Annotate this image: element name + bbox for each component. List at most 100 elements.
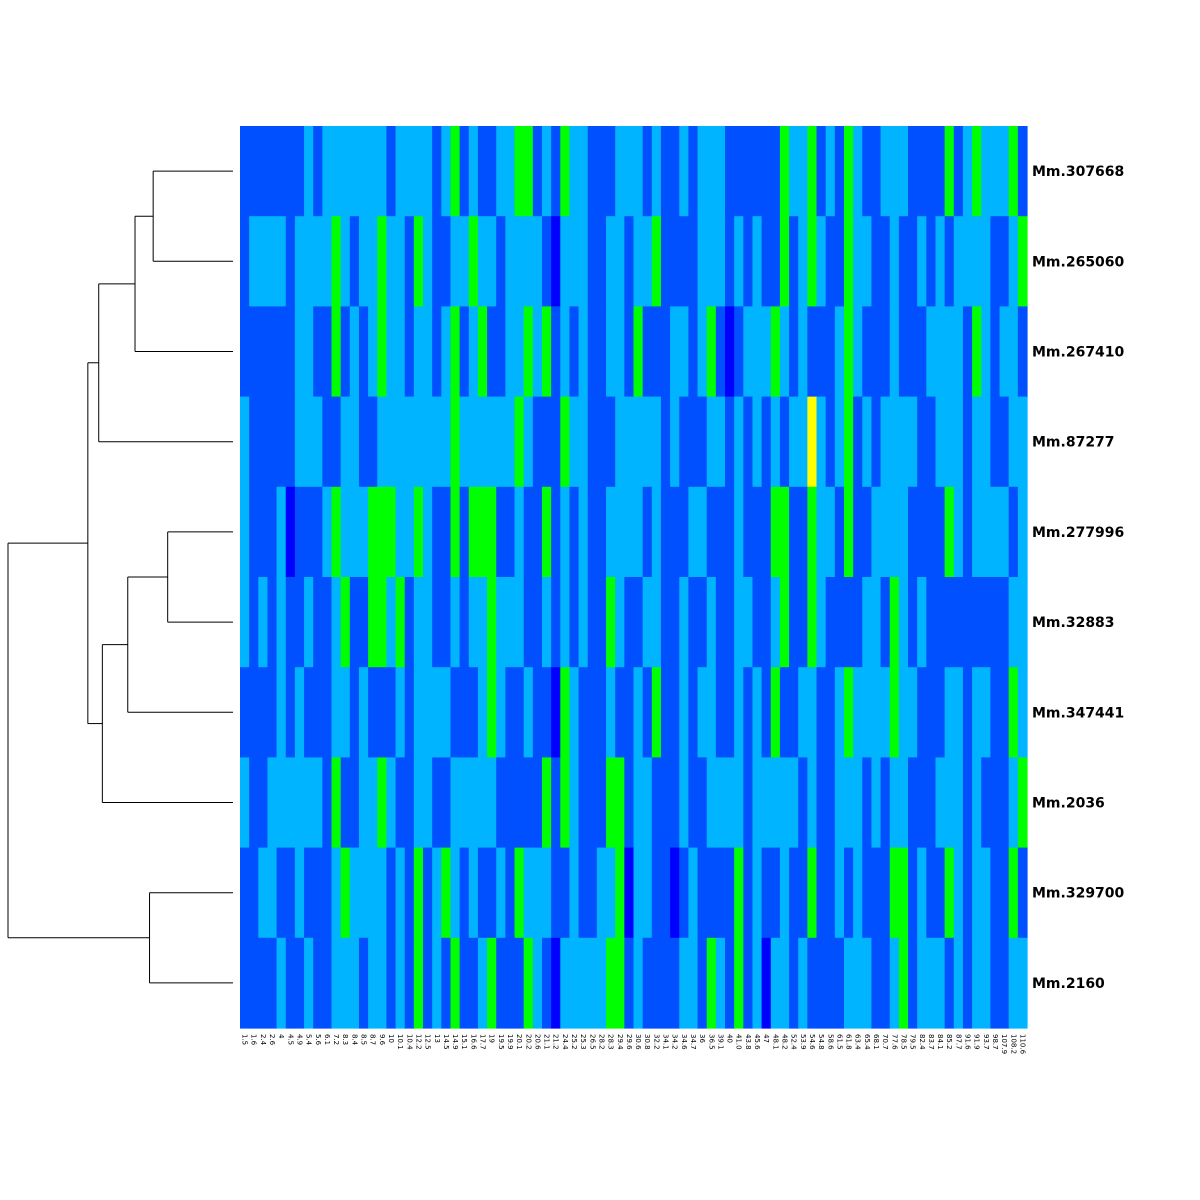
heatmap-cell	[477, 396, 488, 488]
heatmap-cell	[249, 306, 259, 398]
heatmap-cell	[688, 216, 699, 307]
heatmap-cell	[1008, 396, 1019, 488]
heatmap-cell	[276, 757, 287, 849]
heatmap-cell	[377, 306, 388, 398]
heatmap-cell	[276, 216, 287, 307]
heatmap-cell	[523, 937, 534, 1029]
heatmap-cell	[944, 306, 955, 398]
heatmap-cell	[926, 486, 937, 578]
heatmap-cell	[862, 486, 873, 578]
heatmap-cell	[752, 216, 763, 307]
heatmap-cell	[560, 757, 571, 849]
heatmap-cell	[990, 216, 1001, 307]
heatmap-cell	[578, 577, 589, 668]
heatmap-cell	[917, 486, 927, 578]
column-label: 8.7	[369, 1034, 377, 1045]
column-label: 39.1	[716, 1034, 724, 1050]
heatmap-cell	[880, 847, 891, 939]
heatmap-cell	[770, 486, 781, 578]
heatmap-cell	[285, 757, 296, 849]
heatmap-cell	[413, 577, 424, 668]
heatmap-cell	[688, 757, 699, 849]
heatmap-cell	[368, 577, 378, 668]
heatmap-cell	[651, 667, 662, 758]
column-label: 47	[762, 1034, 770, 1043]
heatmap-cell	[368, 667, 378, 758]
heatmap-cell	[679, 577, 690, 668]
heatmap-cell	[807, 937, 818, 1029]
heatmap-cell	[258, 126, 269, 217]
heatmap-cell	[615, 396, 625, 488]
heatmap-cell	[972, 396, 982, 488]
heatmap-cell	[441, 757, 452, 849]
heatmap-cell	[349, 486, 360, 578]
heatmap-cell	[294, 216, 305, 307]
heatmap-cell	[569, 216, 580, 307]
column-label: 98.7	[991, 1034, 999, 1050]
heatmap-cell	[633, 486, 644, 578]
heatmap-cell	[551, 757, 561, 849]
heatmap-cell	[514, 847, 525, 939]
heatmap-cell	[862, 937, 873, 1029]
heatmap-cell	[551, 667, 561, 758]
heatmap-cell	[926, 667, 937, 758]
heatmap-cell	[304, 126, 314, 217]
heatmap-cell	[624, 486, 635, 578]
heatmap-cell	[331, 486, 342, 578]
heatmap-cell	[807, 757, 818, 849]
heatmap-cell	[715, 667, 726, 758]
heatmap-cell	[313, 757, 323, 849]
heatmap-cell	[322, 396, 333, 488]
heatmap-cell	[413, 216, 424, 307]
heatmap-cell	[917, 396, 927, 488]
heatmap-cell	[679, 126, 690, 217]
heatmap-cell	[587, 486, 598, 578]
heatmap-cell	[587, 847, 598, 939]
heatmap-cell	[761, 667, 772, 758]
heatmap-cell	[514, 667, 525, 758]
heatmap-cell	[779, 847, 790, 939]
heatmap-cell	[459, 216, 470, 307]
heatmap-cell	[413, 667, 424, 758]
column-label: 48.2	[780, 1034, 788, 1050]
heatmap-cell	[459, 126, 470, 217]
row-label: Mm.347441	[1032, 705, 1124, 721]
heatmap-cell	[313, 126, 323, 217]
heatmap-cell	[871, 396, 882, 488]
heatmap-cell	[935, 126, 946, 217]
heatmap-cell	[313, 667, 323, 758]
heatmap-cell	[624, 937, 635, 1029]
heatmap-cell	[404, 757, 415, 849]
heatmap-cell	[642, 847, 653, 939]
heatmap-cell	[834, 486, 845, 578]
heatmap-cell	[889, 937, 900, 1029]
heatmap-cell	[487, 306, 497, 398]
heatmap-cell	[779, 126, 790, 217]
heatmap-cell	[340, 667, 351, 758]
heatmap-cell	[349, 667, 360, 758]
heatmap-cell	[441, 396, 452, 488]
heatmap-cell	[761, 486, 772, 578]
heatmap-cell	[953, 667, 964, 758]
heatmap-cell	[368, 486, 378, 578]
heatmap-cell	[670, 847, 680, 939]
heatmap-cell	[587, 757, 598, 849]
heatmap-cell	[770, 126, 781, 217]
heatmap-cell	[569, 757, 580, 849]
heatmap-cell	[898, 847, 909, 939]
row-label: Mm.329700	[1032, 886, 1125, 902]
heatmap-cell	[331, 216, 342, 307]
heatmap-cell	[340, 937, 351, 1029]
heatmap-cell	[541, 396, 552, 488]
heatmap-cell	[358, 937, 369, 1029]
heatmap-cell	[761, 396, 772, 488]
heatmap-cell	[340, 847, 351, 939]
heatmap-cell	[752, 577, 763, 668]
heatmap-cell	[642, 216, 653, 307]
heatmap-cell	[331, 126, 342, 217]
heatmap-cell	[789, 937, 799, 1029]
heatmap-cell	[761, 577, 772, 668]
heatmap-cell	[496, 667, 506, 758]
heatmap-cell	[789, 306, 799, 398]
column-label: 4	[277, 1034, 285, 1039]
